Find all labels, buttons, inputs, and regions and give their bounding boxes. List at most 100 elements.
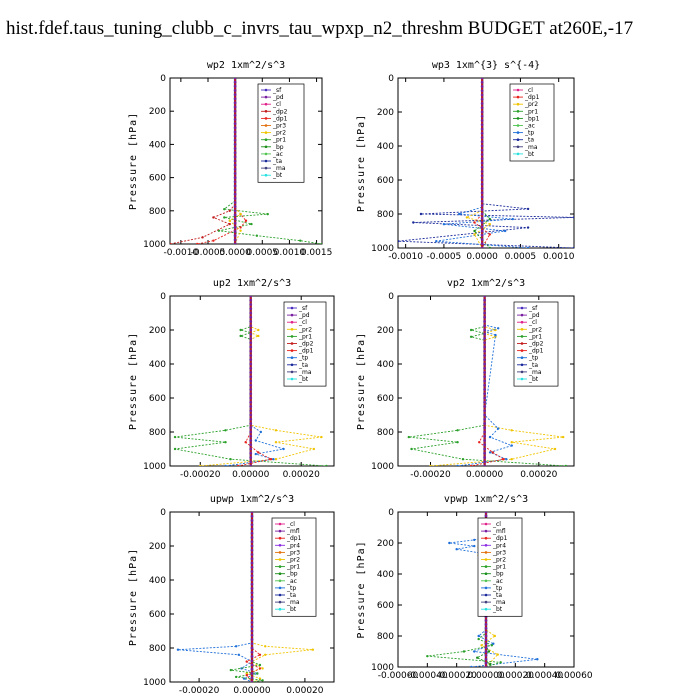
legend-marker-bt [520, 377, 524, 381]
zero-profile-marker [480, 238, 484, 241]
zero-profile-marker [250, 616, 254, 620]
legend-marker-ac [278, 579, 282, 583]
x-tick-label: -0.00040 [407, 671, 448, 681]
zero-profile-marker [250, 655, 254, 658]
zero-profile-marker [484, 512, 488, 514]
data-point-pr1 [234, 675, 238, 679]
zero-profile-marker [233, 97, 237, 101]
zero-profile-marker [483, 409, 487, 413]
legend-marker-pr2 [264, 131, 268, 134]
data-point-ta [419, 212, 423, 216]
zero-profile-marker [249, 388, 253, 391]
zero-profile-marker [250, 650, 254, 654]
y-axis-label: Pressure [hPa] [128, 548, 139, 646]
legend-marker-dp1 [264, 117, 268, 120]
legend-entry: _tp [286, 585, 296, 592]
zero-profile-marker [250, 676, 254, 680]
data-point-pr1 [223, 216, 226, 219]
zero-profile-marker [480, 170, 484, 173]
zero-profile-marker [249, 307, 253, 311]
data-point-pr2 [257, 334, 260, 338]
series-group [173, 296, 328, 466]
zero-profile-marker [480, 119, 484, 122]
legend-entry: _ma [272, 165, 286, 172]
x-tick-label: 0.00040 [526, 671, 563, 681]
zero-profile-marker [480, 78, 484, 80]
zero-profile-marker [483, 358, 487, 362]
zero-profile-marker [233, 209, 237, 213]
zero-profile-marker [233, 213, 237, 217]
zero-profile-marker [233, 143, 237, 146]
legend-marker-mfl [484, 529, 488, 533]
x-tick-label: 0.00000 [467, 671, 504, 681]
legend-marker-pr1 [516, 110, 520, 113]
series-group [407, 296, 568, 466]
legend-marker-ma [520, 370, 524, 374]
zero-profile-marker [233, 84, 237, 88]
data-point-tp [237, 653, 240, 656]
zero-profile-marker [483, 366, 487, 370]
plot-panel-1: wp2 1xm^2/s^3 Pressure [hPa] 0 200 400 600 800… [128, 60, 332, 258]
y-tick-label: 200 [377, 326, 394, 336]
legend-marker-ta [290, 363, 294, 367]
legend-entry: _dp1 [272, 115, 288, 122]
legend-entry: _ac [272, 151, 283, 158]
data-point-pr2 [429, 464, 432, 466]
legend-entry: _cl [286, 521, 295, 528]
zero-profile-marker [250, 536, 254, 539]
zero-profile-marker [233, 93, 237, 96]
zero-profile-marker [249, 426, 253, 430]
zero-profile-marker [483, 456, 487, 459]
zero-profile-marker [483, 388, 487, 391]
x-tick-label: 0.0005 [505, 252, 537, 262]
legend-entry: _dp1 [298, 348, 314, 355]
zero-profile-marker [250, 612, 254, 616]
zero-profile-marker [249, 456, 253, 459]
series-line-pr2 [245, 512, 313, 682]
zero-profile-marker [249, 434, 253, 438]
data-point-pr1 [499, 661, 502, 664]
zero-profile-marker [483, 354, 487, 357]
zero-profile-marker [480, 216, 484, 220]
zero-profile-marker [233, 122, 237, 126]
y-tick-label: 200 [149, 542, 166, 552]
legend-entry: _pd [298, 312, 310, 319]
y-tick-label: 600 [377, 394, 394, 404]
legend-entry: _ac [286, 578, 297, 585]
zero-profile-marker [483, 298, 487, 302]
data-point-tp [282, 447, 285, 451]
y-tick-label: 600 [377, 176, 394, 186]
x-tick-label: 0.00020 [520, 470, 557, 480]
data-point-pr2 [274, 458, 278, 461]
data-point-pr2 [239, 212, 242, 216]
data-point-dp2 [201, 236, 204, 239]
series-group [170, 78, 322, 244]
legend-marker-pr3 [264, 124, 268, 127]
zero-profile-marker [480, 204, 484, 207]
zero-profile-marker [484, 626, 488, 630]
zero-profile-marker [249, 405, 253, 408]
zero-profile-marker [233, 196, 237, 200]
zero-profile-marker [233, 80, 237, 84]
data-point-bp1 [488, 246, 492, 248]
plot-panel-6: vpwp 1xm^2/s^3 Pressure [hPa] 0 200 400 600 80… [356, 494, 593, 681]
legend-marker-ta [516, 138, 520, 141]
data-point-pr2 [493, 634, 496, 638]
legend-marker-pr1 [520, 335, 524, 338]
x-tick-label: -0.0005 [191, 248, 226, 258]
zero-profile-marker [480, 221, 484, 224]
zero-profile-marker [250, 523, 254, 527]
zero-profile-marker [250, 527, 254, 531]
data-point-tp [473, 650, 476, 653]
zero-profile-marker [250, 633, 254, 637]
zero-profile-marker [250, 638, 254, 641]
zero-profile-marker [233, 172, 237, 175]
zero-profile-marker [250, 621, 254, 624]
zero-profile-marker [249, 349, 253, 353]
zero-profile-marker [480, 165, 484, 169]
zero-profile-marker [250, 514, 254, 518]
y-tick-label: 200 [149, 107, 166, 117]
data-point-tp [458, 212, 461, 216]
zero-profile-marker [483, 337, 487, 340]
legend-marker-bt [290, 377, 294, 381]
